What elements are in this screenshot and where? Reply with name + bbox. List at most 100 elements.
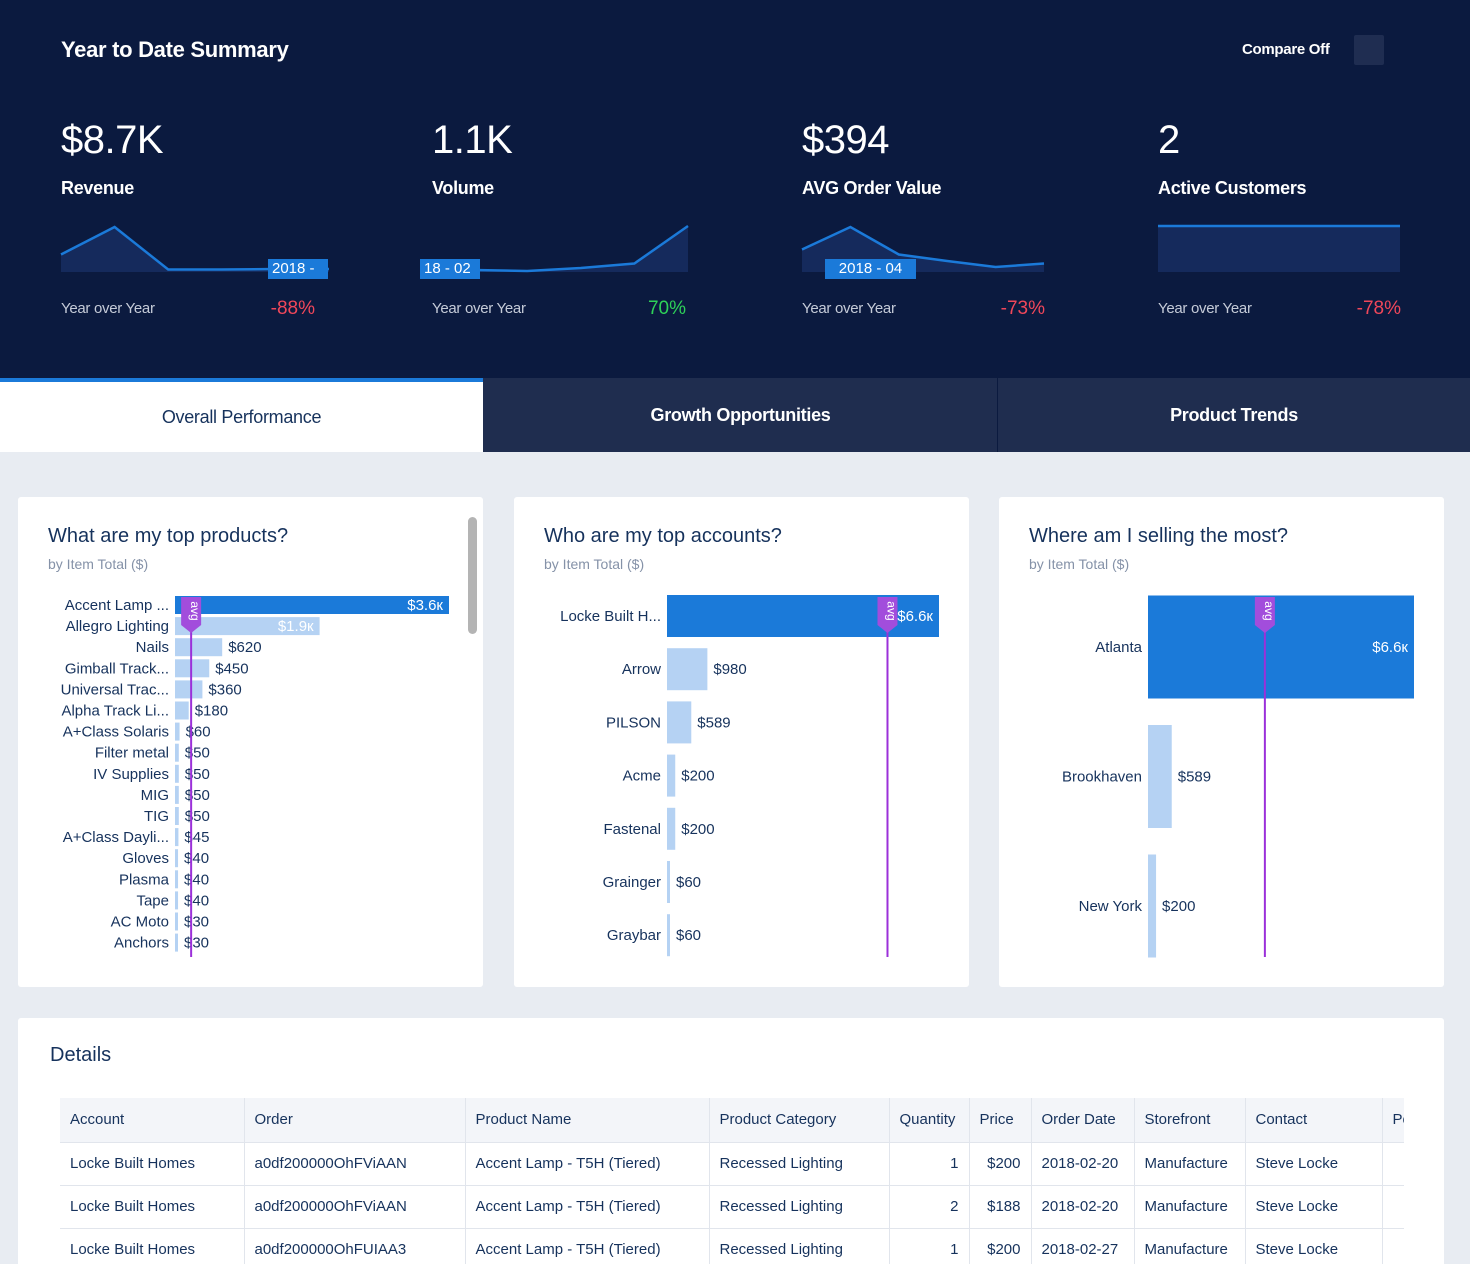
bar[interactable] <box>667 701 692 744</box>
column-header[interactable]: Price <box>969 1098 1032 1142</box>
column-header[interactable]: Order Date <box>1031 1098 1135 1142</box>
bar[interactable] <box>1148 595 1414 699</box>
table-cell: 1 <box>889 1227 970 1264</box>
bar[interactable] <box>175 828 179 847</box>
bar[interactable] <box>667 648 708 691</box>
top-locations-chart: Atlanta $6.6к Brookhaven $589 New York $200 av… <box>1062 595 1414 958</box>
bar[interactable] <box>175 722 180 741</box>
bar[interactable] <box>175 701 189 720</box>
table-row[interactable]: Locke Built Homes a0df200000OhFViAAN Accen… <box>60 1141 1404 1185</box>
table-row[interactable]: Locke Built Homes a0df200000OhFUIAA3 Accen… <box>60 1227 1404 1264</box>
value-label: $200 <box>1162 898 1195 915</box>
avg-tag: avg <box>1262 601 1276 620</box>
kpi-volume: 1.1K Volume 18 - 02 Year over Year 70% <box>419 110 710 340</box>
table-cell: Accent Lamp - T5H (Tiered) <box>465 1141 710 1185</box>
table-cell: a0df200000OhFUIAA3 <box>244 1227 466 1264</box>
table-cell: 2018-02-20 <box>1031 1141 1135 1185</box>
top-accounts-chart: Locke Built H... $6.6к Arrow $980 PILSON $589… <box>560 595 939 957</box>
bar[interactable] <box>175 870 179 889</box>
top-products-card: What are my top products? by Item Total … <box>18 497 483 987</box>
table-cell: $188 <box>969 1184 1032 1228</box>
yoy-label: Year over Year <box>802 300 896 317</box>
category-label: Arrow <box>622 661 661 678</box>
table-cell: Manufacture <box>1134 1184 1246 1228</box>
category-label: MIG <box>141 787 169 804</box>
table-cell: 2018-02-20 <box>1031 1184 1135 1228</box>
column-header[interactable]: Pe <box>1382 1098 1404 1142</box>
yoy-change: -78% <box>1356 298 1401 319</box>
bar[interactable] <box>667 861 670 903</box>
tab-overall-performance[interactable]: Overall Performance <box>0 378 483 452</box>
bar[interactable] <box>667 914 670 957</box>
value-label: $60 <box>186 724 211 741</box>
tab-product-trends[interactable]: Product Trends <box>1170 404 1298 425</box>
bar[interactable] <box>1148 725 1172 828</box>
kpi-value: 1.1K <box>432 118 513 162</box>
top-locations-card: Where am I selling the most? by Item Tot… <box>999 497 1444 987</box>
kpi-active-customers: 2 Active Customers Year over Year -78% <box>1158 110 1448 340</box>
compare-toggle[interactable] <box>1354 35 1384 65</box>
column-header[interactable]: Product Category <box>709 1098 890 1142</box>
column-header[interactable]: Product Name <box>465 1098 710 1142</box>
yoy-change: -88% <box>270 298 315 319</box>
category-label: PILSON <box>606 714 661 731</box>
kpi-label: Active Customers <box>1158 178 1307 198</box>
card-subtitle: by Item Total ($) <box>544 556 645 572</box>
category-label: AC Moto <box>111 914 169 931</box>
column-header[interactable]: Contact <box>1245 1098 1383 1142</box>
bar[interactable] <box>175 596 449 614</box>
bar[interactable] <box>175 933 178 952</box>
bar[interactable] <box>175 638 223 657</box>
bar[interactable] <box>175 912 178 931</box>
value-label: $6.6к <box>1372 639 1408 656</box>
column-header[interactable]: Account <box>60 1098 245 1142</box>
sparkline-area <box>420 226 688 272</box>
category-label: Universal Trac... <box>61 681 169 698</box>
bar[interactable] <box>1148 854 1157 958</box>
value-label: $60 <box>676 874 701 891</box>
bar[interactable] <box>175 743 179 762</box>
category-label: New York <box>1079 898 1143 915</box>
column-header[interactable]: Storefront <box>1134 1098 1246 1142</box>
bar[interactable] <box>667 807 676 850</box>
bar[interactable] <box>175 807 179 825</box>
table-cell: Locke Built Homes <box>60 1141 245 1185</box>
table-cell: Steve Locke <box>1245 1141 1383 1185</box>
compare-label: Compare Off <box>1242 41 1330 58</box>
scrollbar[interactable] <box>468 517 477 634</box>
bar[interactable] <box>175 849 179 868</box>
sparkline[interactable] <box>1158 222 1400 282</box>
category-label: IV Supplies <box>93 766 169 783</box>
table-cell: Accent Lamp - T5H (Tiered) <box>465 1227 710 1264</box>
column-header[interactable]: Order <box>244 1098 466 1142</box>
table-cell: Recessed Lighting <box>709 1141 890 1185</box>
value-label: $1.9к <box>278 618 314 635</box>
category-label: Locke Built H... <box>560 608 661 625</box>
category-label: Gloves <box>122 850 169 867</box>
bar[interactable] <box>667 754 676 797</box>
table-row[interactable]: Locke Built Homes a0df200000OhFViAAN Accen… <box>60 1184 1404 1228</box>
category-label: Alpha Track Li... <box>61 703 169 720</box>
kpi-value: $394 <box>802 118 889 162</box>
avg-marker <box>877 597 898 633</box>
kpi-value: 2 <box>1158 118 1180 162</box>
bar[interactable] <box>175 891 179 910</box>
table-cell: Steve Locke <box>1245 1184 1383 1228</box>
avg-tag: avg <box>188 601 202 620</box>
category-label: Atlanta <box>1095 639 1142 656</box>
table-cell: 2018-02-27 <box>1031 1227 1135 1264</box>
bar[interactable] <box>175 764 179 783</box>
bar[interactable] <box>175 680 203 699</box>
table-cell <box>1382 1184 1404 1228</box>
category-label: Fastenal <box>603 821 661 838</box>
table-cell: Recessed Lighting <box>709 1184 890 1228</box>
tab-growth-opportunities[interactable]: Growth Opportunities <box>650 404 831 425</box>
category-label: Tape <box>136 892 169 909</box>
bar[interactable] <box>175 617 320 636</box>
sparkline-tooltip: 18 - 02 <box>420 259 480 279</box>
value-label: $6.6к <box>897 608 933 625</box>
top-accounts-card: Who are my top accounts? by Item Total (… <box>514 497 969 987</box>
bar[interactable] <box>175 785 179 804</box>
column-header[interactable]: Quantity <box>889 1098 970 1142</box>
yoy-change: -73% <box>1000 298 1045 319</box>
